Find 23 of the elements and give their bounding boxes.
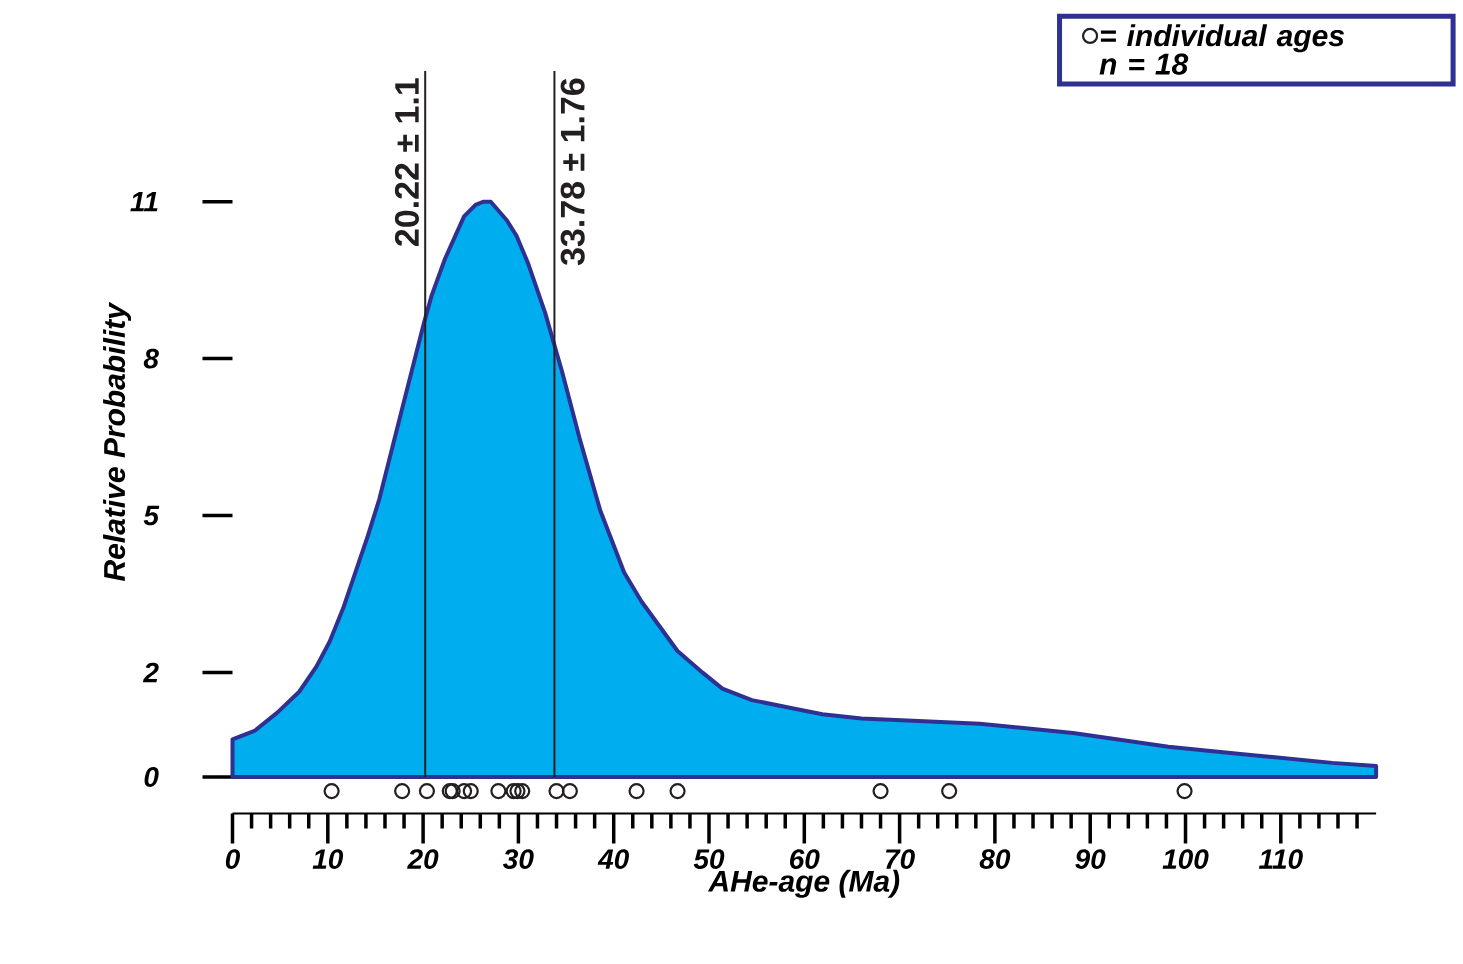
x-tick-label: 60 (790, 849, 820, 869)
y-axis-title: Relative Probability (103, 301, 132, 581)
x-axis-title: AHe-age (Ma) (707, 869, 900, 898)
y-tick-label: 11 (130, 192, 158, 212)
x-tick-label: 50 (693, 849, 725, 869)
y-tick-label: 0 (144, 767, 159, 787)
x-tick-label: 100 (1162, 849, 1209, 869)
ref-line-label: 33.78 ± 1.76 (560, 78, 585, 266)
y-tick-label: 2 (142, 662, 159, 683)
y-tick-label: 5 (143, 505, 160, 526)
ref-line-label: 20.22 ± 1.1 (394, 78, 419, 246)
x-tick-label: 40 (597, 849, 629, 869)
annotation: n = 18 (1099, 53, 1189, 75)
x-tick-label: 20 (407, 849, 439, 869)
legend-label: = individual ages (1100, 24, 1344, 53)
y-tick-label: 8 (143, 348, 159, 369)
x-tick-label: 70 (885, 849, 915, 869)
x-tick-label: 90 (1075, 849, 1106, 869)
x-tick-label: 0 (225, 849, 241, 869)
x-tick-label: 80 (979, 849, 1011, 869)
x-tick-label: 30 (503, 849, 534, 869)
x-tick-label: 10 (312, 849, 344, 869)
x-tick-label: 110 (1258, 849, 1303, 869)
